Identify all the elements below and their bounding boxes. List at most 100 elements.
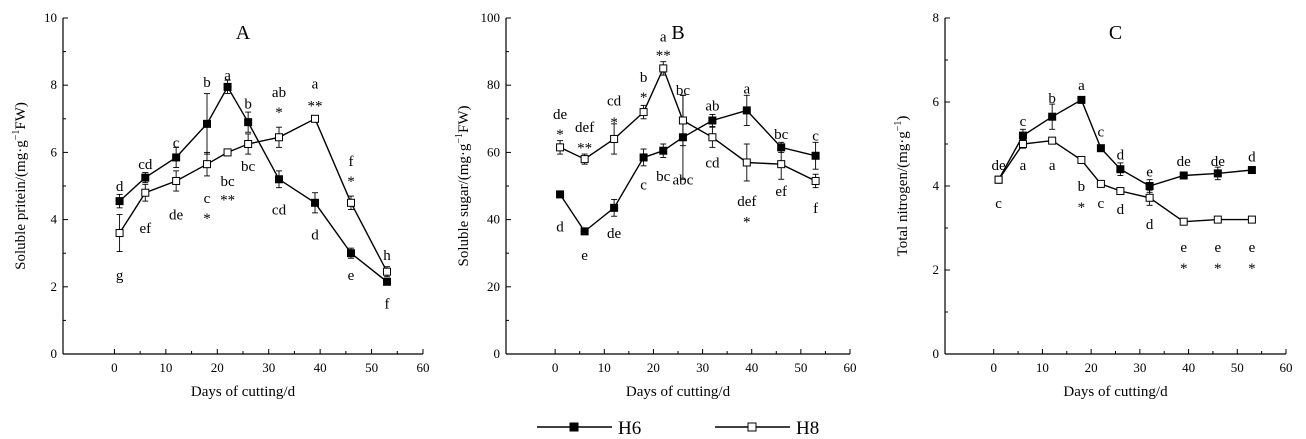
panel-b-annotation: b	[640, 70, 648, 86]
panel-b-annotation: **	[656, 48, 671, 64]
panel-c-ylabel-tail: )	[895, 116, 911, 121]
panel-a-series-h8-point	[142, 189, 149, 196]
panel-c-annotation: a	[1020, 158, 1027, 174]
panel-b-annotation: c	[812, 129, 819, 145]
panel-c-xtick-label: 10	[1036, 360, 1049, 375]
panel-c-xtick-label: 50	[1231, 360, 1244, 375]
panel-a-series-h8-point	[312, 115, 319, 122]
panel-b-series-h8-point	[812, 177, 819, 184]
panel-b-annotation: de	[553, 107, 568, 123]
panel-b: 0 20 40 60 80 100 0 10 20 30 40 50 60 Days of cutting…	[454, 10, 857, 400]
panel-b-xtick-label: 10	[598, 360, 611, 375]
panel-a-series-h8-point	[276, 134, 283, 141]
panel-a-ylabel-main: Soluble pritein/(mg·g	[13, 140, 29, 270]
panel-a-annotation: e	[348, 268, 355, 284]
panel-a-series-h6-point	[348, 250, 355, 257]
panel-b-ylabel-sup: −1	[454, 133, 465, 144]
panel-c-annotation: a	[1049, 158, 1056, 174]
panel-c-series-h6-point	[1019, 132, 1026, 139]
panel-c-annotation: d	[1117, 148, 1125, 164]
panel-b-series-h6-point	[611, 204, 618, 211]
panel-c-series-h6-point	[1214, 170, 1221, 177]
panel-a-annotation: *	[275, 105, 283, 121]
panel-a-annotation: c	[204, 191, 211, 207]
panel-a-series-h8-point	[224, 149, 231, 156]
panel-c-annotation: a	[1078, 78, 1085, 94]
panel-c-series-h8	[995, 137, 1255, 225]
panel-c-series-h8-point	[1146, 194, 1153, 201]
panel-a-ytick-label: 4	[51, 212, 58, 227]
panel-a-series-h6-point	[224, 83, 231, 90]
panel-c-series-h6-point	[1117, 166, 1124, 173]
panel-c-ytick-label: 6	[933, 94, 940, 109]
panel-a-annotation: **	[220, 192, 235, 208]
panel-b-annotation: def	[575, 120, 594, 136]
panel-b-xlabel: Days of cutting/d	[626, 384, 731, 400]
panel-a-ytick-label: 8	[51, 77, 58, 92]
panel-b-annotation: ef	[775, 184, 787, 200]
panel-b-annotation: a	[660, 29, 667, 45]
panel-c-ytick-label: 8	[933, 10, 940, 25]
panel-c-annotation: e	[1146, 164, 1153, 180]
panel-b-annotation: **	[577, 140, 592, 156]
panel-c-series-h6	[995, 96, 1255, 192]
panel-b-series-h8-point	[640, 109, 647, 116]
panel-a-annotation: *	[347, 174, 355, 190]
panel-b-annotation: a	[743, 82, 750, 98]
panel-a-series-h8-point	[116, 230, 123, 237]
panel-b-xtick-label: 0	[552, 360, 559, 375]
panel-b-xtick-label: 50	[794, 360, 807, 375]
panel-b-annotation: *	[640, 90, 648, 106]
panel-a-annotation: a	[312, 77, 319, 93]
panel-a-series-h6-point	[142, 174, 149, 181]
legend: H6 H8	[537, 418, 819, 439]
panel-c-annotation: b	[1048, 91, 1056, 107]
panel-c-annotation: de	[1211, 154, 1226, 170]
panel-a-xtick-label: 20	[211, 360, 224, 375]
panel-a-ytick-label: 6	[51, 144, 58, 159]
panel-b-series-h6-point	[743, 107, 750, 114]
panel-c-annotation: c	[1098, 196, 1105, 212]
panel-c-series-h8-point	[1097, 180, 1104, 187]
panel-c-title: C	[1109, 22, 1122, 44]
panel-a-annotation: de	[169, 208, 184, 224]
panel-a-annotation: c	[173, 135, 180, 151]
panel-c-annotation: d	[1117, 202, 1125, 218]
panel-a-annotation: cd	[138, 157, 153, 173]
panel-b-ytick-label: 80	[487, 77, 500, 92]
panel-c-annotation: de	[991, 158, 1006, 174]
panel-a-series-h6-point	[204, 120, 211, 127]
panel-b-xtick-label: 20	[647, 360, 660, 375]
panel-b-ytick-label: 40	[487, 212, 500, 227]
panel-b-series-h6-point	[640, 154, 647, 161]
panel-b-annotation: c	[640, 177, 647, 193]
panel-c-xtick-label: 40	[1182, 360, 1195, 375]
panel-a-ytick-label: 2	[51, 279, 58, 294]
panel-a-series-h6-point	[276, 176, 283, 183]
legend-marker-h6	[570, 423, 578, 431]
panel-c-ytick-label: 0	[933, 346, 940, 361]
panel-c-annotation: *	[1180, 261, 1188, 277]
panel-c-series-h6-point	[1180, 172, 1187, 179]
panel-b-annotation: d	[556, 219, 564, 235]
panel-b-annotation: cd	[705, 155, 720, 171]
panel-a-annotation: *	[203, 211, 211, 227]
panel-b-series-h8-point	[778, 161, 785, 168]
panel-b-ylabel-main: Soluble sugar/(mg·g	[456, 143, 472, 266]
panel-c-annotation: *	[1078, 200, 1086, 216]
panel-a-ylabel: Soluble pritein/(mg·g−1FW)	[11, 102, 29, 270]
panel-c-series-h6-point	[1078, 96, 1085, 103]
panel-c-annotation: b	[1078, 179, 1086, 195]
panel-c-ytick-label: 2	[933, 262, 940, 277]
panel-a-series-h6-point	[116, 198, 123, 205]
panel-c-xtick-label: 20	[1085, 360, 1098, 375]
panel-a-series-h8-point	[348, 199, 355, 206]
panel-a-series-h8-point	[173, 177, 180, 184]
panel-c-series-h8-point	[1180, 218, 1187, 225]
panel-b-xtick-label: 60	[844, 360, 857, 375]
panel-a-annotation: ef	[139, 221, 151, 237]
panel-a-xtick-label: 50	[365, 360, 378, 375]
panel-b-series-h8	[557, 62, 820, 188]
panel-c-annotation: e	[1249, 240, 1256, 256]
